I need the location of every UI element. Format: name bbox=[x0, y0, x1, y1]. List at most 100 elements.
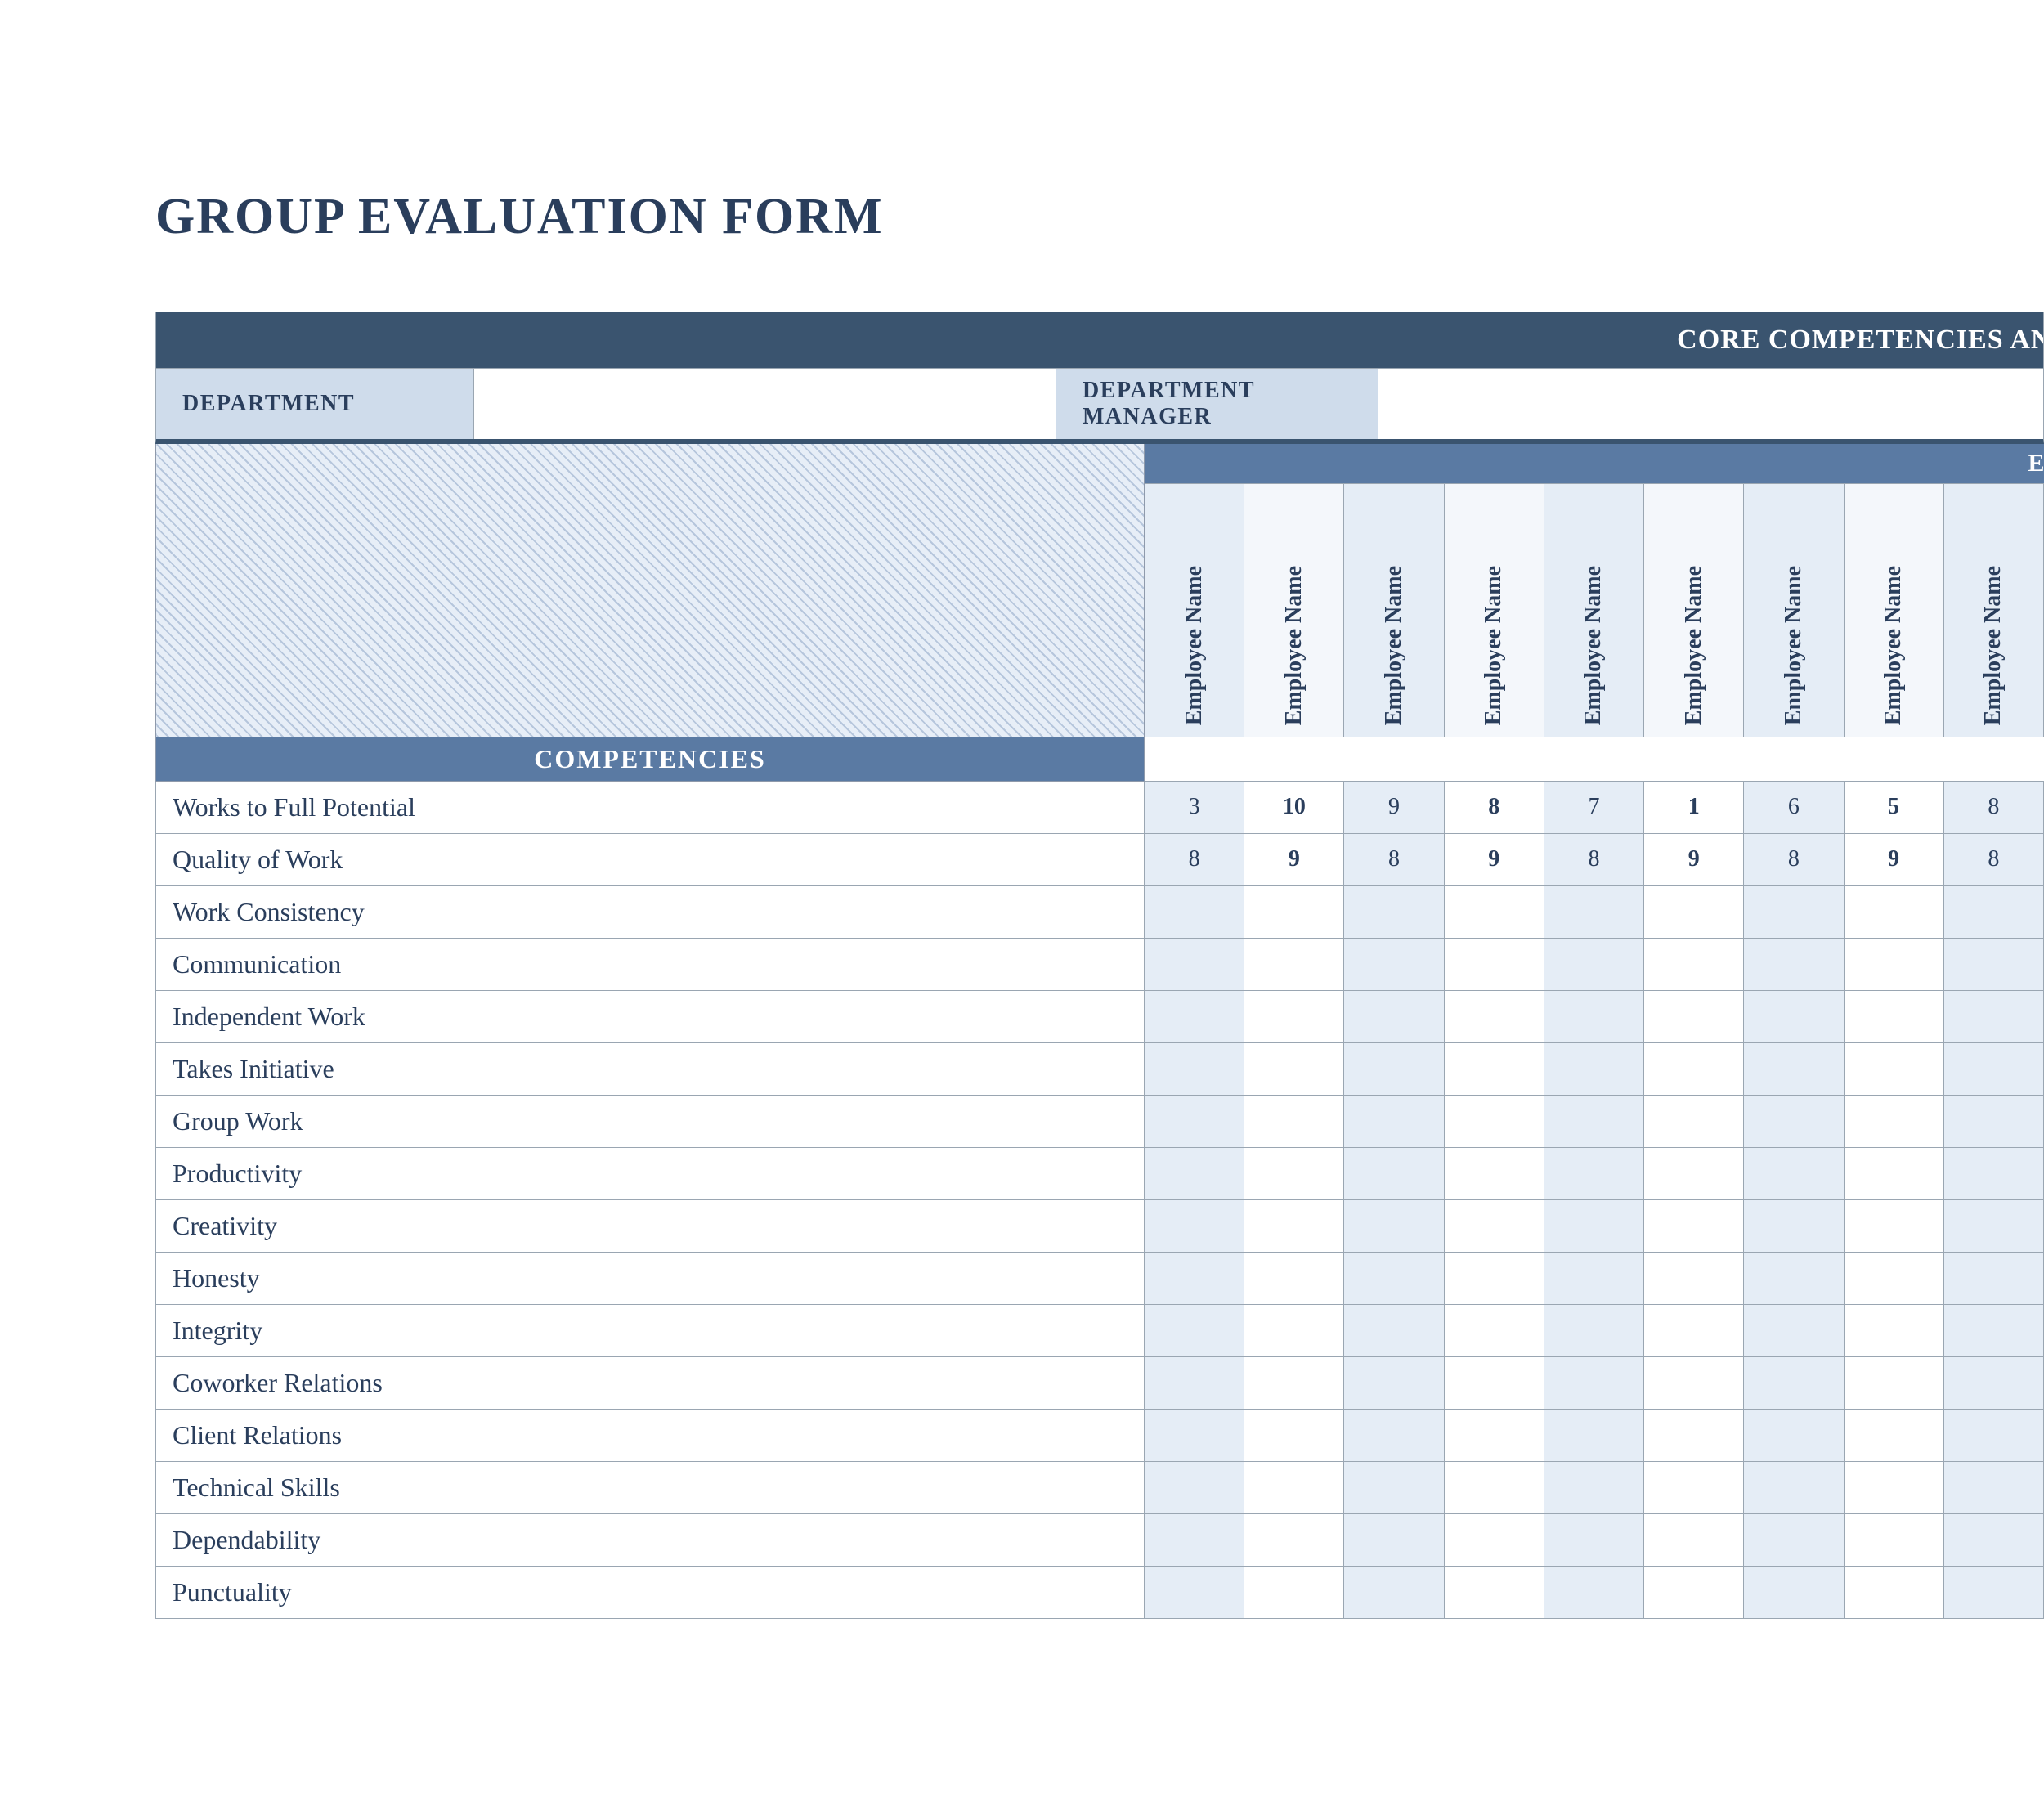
score-cell[interactable] bbox=[1943, 1147, 2043, 1199]
score-cell[interactable] bbox=[1744, 1461, 1844, 1513]
score-cell[interactable]: 8 bbox=[1943, 781, 2043, 833]
score-cell[interactable]: 8 bbox=[1744, 833, 1844, 885]
score-cell[interactable] bbox=[1844, 1513, 1943, 1566]
score-cell[interactable] bbox=[1145, 1356, 1244, 1409]
score-cell[interactable] bbox=[1344, 1356, 1444, 1409]
score-cell[interactable] bbox=[1644, 1461, 1744, 1513]
score-cell[interactable]: 9 bbox=[1644, 833, 1744, 885]
score-cell[interactable] bbox=[1344, 1095, 1444, 1147]
score-cell[interactable] bbox=[1544, 1461, 1643, 1513]
score-cell[interactable]: 3 bbox=[1145, 781, 1244, 833]
department-input[interactable] bbox=[474, 369, 1056, 439]
score-cell[interactable] bbox=[1644, 1199, 1744, 1252]
score-cell[interactable] bbox=[1444, 1147, 1544, 1199]
score-cell[interactable] bbox=[1644, 1095, 1744, 1147]
score-cell[interactable] bbox=[1444, 1304, 1544, 1356]
score-cell[interactable] bbox=[1844, 1199, 1943, 1252]
score-cell[interactable] bbox=[1544, 1356, 1643, 1409]
score-cell[interactable] bbox=[1744, 938, 1844, 990]
score-cell[interactable] bbox=[1844, 1409, 1943, 1461]
score-cell[interactable]: 5 bbox=[1844, 781, 1943, 833]
score-cell[interactable] bbox=[1844, 1147, 1943, 1199]
score-cell[interactable] bbox=[1544, 885, 1643, 938]
score-cell[interactable] bbox=[1244, 1461, 1344, 1513]
score-cell[interactable] bbox=[1544, 1513, 1643, 1566]
score-cell[interactable] bbox=[1544, 938, 1643, 990]
score-cell[interactable] bbox=[1844, 1042, 1943, 1095]
score-cell[interactable] bbox=[1744, 1042, 1844, 1095]
score-cell[interactable] bbox=[1244, 1042, 1344, 1095]
score-cell[interactable] bbox=[1444, 1095, 1544, 1147]
score-cell[interactable] bbox=[1943, 1513, 2043, 1566]
score-cell[interactable] bbox=[1744, 1252, 1844, 1304]
score-cell[interactable] bbox=[1344, 990, 1444, 1042]
score-cell[interactable] bbox=[1145, 1147, 1244, 1199]
score-cell[interactable] bbox=[1644, 1252, 1744, 1304]
score-cell[interactable] bbox=[1244, 990, 1344, 1042]
score-cell[interactable] bbox=[1544, 1042, 1643, 1095]
score-cell[interactable] bbox=[1943, 1409, 2043, 1461]
score-cell[interactable] bbox=[1844, 1252, 1943, 1304]
score-cell[interactable]: 1 bbox=[1644, 781, 1744, 833]
score-cell[interactable] bbox=[1145, 1095, 1244, 1147]
score-cell[interactable] bbox=[1244, 1304, 1344, 1356]
score-cell[interactable] bbox=[1744, 1513, 1844, 1566]
score-cell[interactable] bbox=[1244, 1409, 1344, 1461]
score-cell[interactable] bbox=[1444, 990, 1544, 1042]
score-cell[interactable] bbox=[1744, 1409, 1844, 1461]
score-cell[interactable] bbox=[1344, 1513, 1444, 1566]
score-cell[interactable]: 8 bbox=[1145, 833, 1244, 885]
score-cell[interactable] bbox=[1444, 1461, 1544, 1513]
score-cell[interactable] bbox=[1244, 1095, 1344, 1147]
score-cell[interactable]: 7 bbox=[1544, 781, 1643, 833]
score-cell[interactable] bbox=[1943, 1356, 2043, 1409]
score-cell[interactable] bbox=[1744, 990, 1844, 1042]
score-cell[interactable] bbox=[1444, 1252, 1544, 1304]
score-cell[interactable] bbox=[1644, 1513, 1744, 1566]
score-cell[interactable] bbox=[1744, 1356, 1844, 1409]
score-cell[interactable] bbox=[1344, 1566, 1444, 1618]
score-cell[interactable] bbox=[1844, 885, 1943, 938]
score-cell[interactable] bbox=[1344, 938, 1444, 990]
score-cell[interactable] bbox=[1544, 1095, 1643, 1147]
score-cell[interactable] bbox=[1844, 1356, 1943, 1409]
score-cell[interactable]: 8 bbox=[1344, 833, 1444, 885]
score-cell[interactable] bbox=[1744, 1147, 1844, 1199]
score-cell[interactable] bbox=[1943, 1461, 2043, 1513]
score-cell[interactable] bbox=[1145, 1199, 1244, 1252]
score-cell[interactable] bbox=[1943, 1252, 2043, 1304]
score-cell[interactable] bbox=[1943, 1095, 2043, 1147]
score-cell[interactable] bbox=[1344, 1252, 1444, 1304]
score-cell[interactable] bbox=[1444, 1513, 1544, 1566]
score-cell[interactable] bbox=[1244, 1252, 1344, 1304]
score-cell[interactable]: 9 bbox=[1844, 833, 1943, 885]
score-cell[interactable] bbox=[1145, 885, 1244, 938]
score-cell[interactable] bbox=[1145, 1042, 1244, 1095]
score-cell[interactable] bbox=[1544, 1409, 1643, 1461]
score-cell[interactable] bbox=[1644, 1409, 1744, 1461]
score-cell[interactable] bbox=[1244, 938, 1344, 990]
score-cell[interactable] bbox=[1744, 1199, 1844, 1252]
score-cell[interactable] bbox=[1145, 1566, 1244, 1618]
score-cell[interactable] bbox=[1644, 1042, 1744, 1095]
score-cell[interactable] bbox=[1444, 938, 1544, 990]
score-cell[interactable] bbox=[1444, 885, 1544, 938]
score-cell[interactable] bbox=[1145, 1513, 1244, 1566]
score-cell[interactable] bbox=[1943, 1304, 2043, 1356]
score-cell[interactable] bbox=[1444, 1566, 1544, 1618]
score-cell[interactable]: 10 bbox=[1244, 781, 1344, 833]
score-cell[interactable] bbox=[1744, 1304, 1844, 1356]
score-cell[interactable] bbox=[1244, 1566, 1344, 1618]
score-cell[interactable] bbox=[1444, 1409, 1544, 1461]
score-cell[interactable] bbox=[1544, 1304, 1643, 1356]
score-cell[interactable] bbox=[1844, 990, 1943, 1042]
score-cell[interactable] bbox=[1943, 1042, 2043, 1095]
score-cell[interactable]: 8 bbox=[1544, 833, 1643, 885]
score-cell[interactable] bbox=[1943, 1199, 2043, 1252]
score-cell[interactable] bbox=[1844, 1304, 1943, 1356]
score-cell[interactable] bbox=[1644, 885, 1744, 938]
score-cell[interactable]: 6 bbox=[1744, 781, 1844, 833]
score-cell[interactable] bbox=[1244, 885, 1344, 938]
score-cell[interactable] bbox=[1644, 1566, 1744, 1618]
score-cell[interactable] bbox=[1943, 938, 2043, 990]
